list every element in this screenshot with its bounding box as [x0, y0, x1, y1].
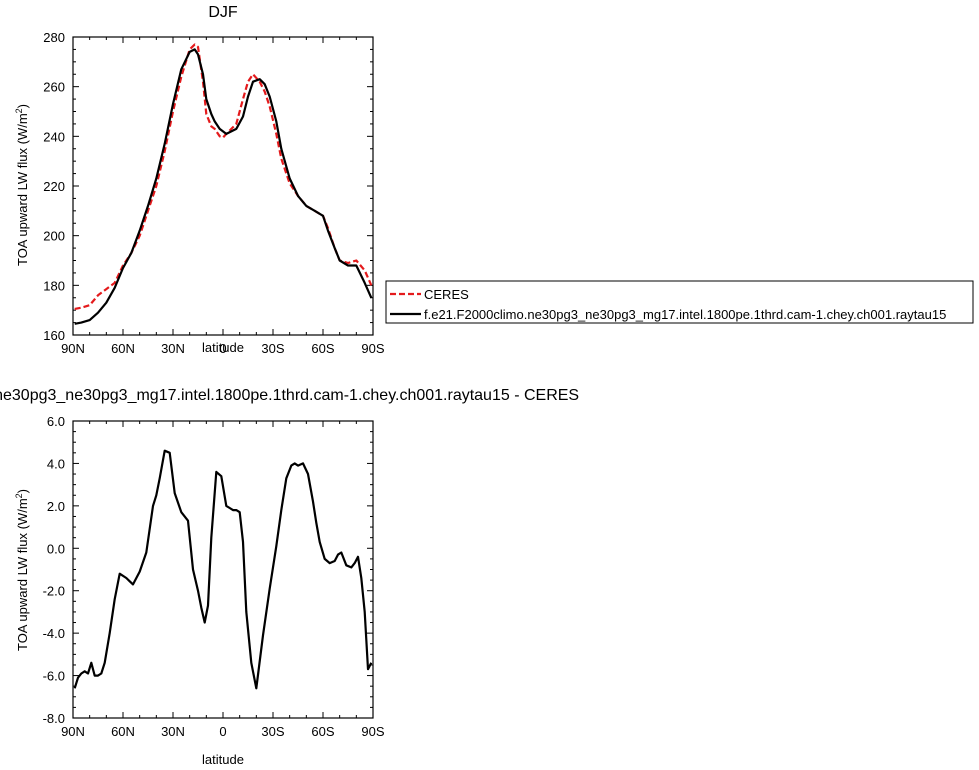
bottom-x-tick-label: 0	[219, 724, 226, 739]
legend-label-model: f.e21.F2000climo.ne30pg3_ne30pg3_mg17.in…	[424, 307, 946, 322]
top-x-tick-label: 90S	[361, 341, 384, 356]
bottom-x-tick-label: 60N	[111, 724, 135, 739]
top-plot-frame	[72, 36, 374, 336]
top-x-tick-label: 90N	[61, 341, 85, 356]
bottom-x-tick-label: 90S	[361, 724, 384, 739]
bottom-y-tick-label: 6.0	[47, 414, 65, 429]
top-x-axis-label: latitude	[202, 340, 244, 355]
legend-label-ceres: CERES	[424, 287, 469, 302]
bottom-y-tick-label: -8.0	[43, 711, 65, 726]
bottom-plot-frame	[72, 420, 374, 719]
top-x-tick-label: 60N	[111, 341, 135, 356]
top-x-tick-label: 30S	[261, 341, 284, 356]
bottom-x-tick-label: 60S	[311, 724, 334, 739]
top-series-group	[74, 43, 373, 325]
bottom-y-tick-label: -4.0	[43, 626, 65, 641]
top-y-tick-label: 280	[43, 30, 65, 45]
top-series-line-1	[74, 48, 373, 325]
bottom-y-tick-label: -6.0	[43, 669, 65, 684]
legend-box	[385, 280, 974, 324]
top-panel: DJF latitude TOA upward LW flux (W/m2) 9…	[14, 4, 385, 356]
top-chart-title: DJF	[208, 4, 238, 21]
top-series-line-0	[74, 43, 373, 310]
top-y-tick-label: 160	[43, 328, 65, 343]
top-y-tick-label: 240	[43, 129, 65, 144]
top-x-tick-label: 60S	[311, 341, 334, 356]
top-ticks: 90N 60N 30N 0 30S 60S 90S 160 180 200 220 240 260 280	[43, 30, 385, 356]
bottom-y-axis-label: TOA upward LW flux (W/m2)	[14, 489, 30, 651]
bottom-x-tick-label: 90N	[61, 724, 85, 739]
bottom-y-tick-label: 4.0	[47, 456, 65, 471]
bottom-y-tick-label: 0.0	[47, 541, 65, 556]
top-y-tick-label: 260	[43, 80, 65, 95]
top-y-axis-label: TOA upward LW flux (W/m2)	[14, 104, 30, 266]
top-y-tick-label: 200	[43, 229, 65, 244]
bottom-panel: f.e21.F2000climo.ne30pg3_ne30pg3_mg17.in…	[0, 387, 579, 767]
bottom-x-tick-label: 30N	[161, 724, 185, 739]
top-y-tick-label: 220	[43, 179, 65, 194]
bottom-x-axis-label: latitude	[202, 752, 244, 767]
top-x-tick-label: 0	[219, 341, 226, 356]
bottom-x-tick-label: 30S	[261, 724, 284, 739]
bottom-chart-title: f.e21.F2000climo.ne30pg3_ne30pg3_mg17.in…	[0, 387, 579, 404]
bottom-series-group	[73, 449, 373, 690]
bottom-y-tick-label: -2.0	[43, 584, 65, 599]
bottom-series-line-0	[73, 449, 373, 690]
bottom-ticks: 90N 60N 30N 0 30S 60S 90S -8.0 -6.0 -4.0 -2.0 0.0 2.…	[43, 414, 385, 739]
legend: CERES f.e21.F2000climo.ne30pg3_ne30pg3_m…	[385, 280, 974, 324]
top-y-tick-label: 180	[43, 278, 65, 293]
top-x-tick-label: 30N	[161, 341, 185, 356]
bottom-y-tick-label: 2.0	[47, 499, 65, 514]
